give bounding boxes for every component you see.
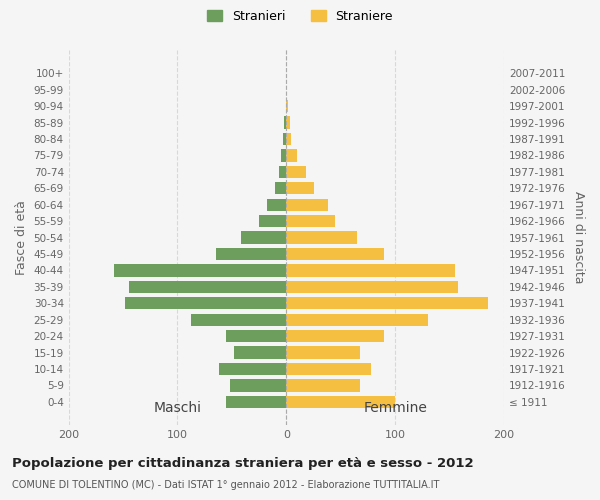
Bar — [286, 116, 290, 128]
Bar — [286, 198, 328, 211]
Bar — [191, 314, 286, 326]
Bar — [278, 166, 286, 178]
Bar — [286, 166, 306, 178]
Text: Popolazione per cittadinanza straniera per età e sesso - 2012: Popolazione per cittadinanza straniera p… — [12, 458, 473, 470]
Bar — [226, 330, 286, 342]
Legend: Stranieri, Straniere: Stranieri, Straniere — [202, 5, 398, 28]
Bar — [230, 380, 286, 392]
Bar — [234, 346, 286, 359]
Bar — [259, 215, 286, 228]
Bar — [215, 248, 286, 260]
Bar — [267, 198, 286, 211]
Bar — [286, 330, 384, 342]
Bar — [286, 232, 357, 243]
Bar — [286, 149, 297, 162]
Bar — [286, 280, 458, 293]
Bar — [281, 149, 286, 162]
Bar — [283, 133, 286, 145]
Bar — [286, 396, 395, 408]
Bar — [284, 116, 286, 128]
Text: Maschi: Maschi — [154, 401, 202, 415]
Bar — [115, 264, 286, 276]
Text: COMUNE DI TOLENTINO (MC) - Dati ISTAT 1° gennaio 2012 - Elaborazione TUTTITALIA.: COMUNE DI TOLENTINO (MC) - Dati ISTAT 1°… — [12, 480, 439, 490]
Bar — [226, 396, 286, 408]
Bar — [286, 314, 428, 326]
Bar — [125, 297, 286, 310]
Bar — [241, 232, 286, 243]
Bar — [286, 100, 289, 112]
Bar — [286, 264, 455, 276]
Y-axis label: Anni di nascita: Anni di nascita — [572, 192, 585, 284]
Bar — [286, 248, 384, 260]
Bar — [286, 215, 335, 228]
Bar — [128, 280, 286, 293]
Bar — [275, 182, 286, 194]
Bar — [219, 363, 286, 375]
Bar — [286, 297, 488, 310]
Y-axis label: Fasce di età: Fasce di età — [15, 200, 28, 275]
Text: Femmine: Femmine — [363, 401, 427, 415]
Bar — [286, 182, 314, 194]
Bar — [286, 346, 361, 359]
Bar — [286, 133, 290, 145]
Bar — [286, 380, 361, 392]
Bar — [286, 363, 371, 375]
